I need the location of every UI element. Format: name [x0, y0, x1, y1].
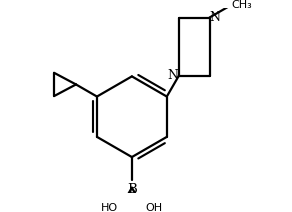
Text: OH: OH	[146, 203, 163, 212]
Text: B: B	[127, 183, 137, 196]
Text: N: N	[210, 11, 221, 24]
Text: CH₃: CH₃	[232, 0, 252, 10]
Text: N: N	[168, 69, 179, 82]
Text: HO: HO	[101, 203, 118, 212]
